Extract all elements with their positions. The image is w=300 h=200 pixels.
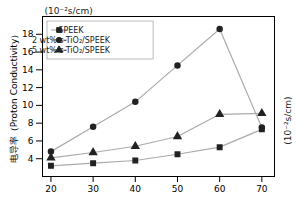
- svg-text:4: 4: [28, 154, 34, 164]
- svg-text:30: 30: [87, 184, 99, 194]
- svg-text:电导率（Proton Conductivity）: 电导率（Proton Conductivity）: [9, 30, 19, 163]
- svg-text:40: 40: [130, 184, 142, 194]
- svg-text:50: 50: [172, 184, 184, 194]
- svg-text:6: 6: [28, 136, 34, 146]
- svg-text:70: 70: [256, 184, 268, 194]
- svg-text:12: 12: [22, 82, 33, 92]
- svg-text:18: 18: [22, 29, 34, 40]
- svg-text:(10⁻²s/cm): (10⁻²s/cm): [45, 6, 93, 16]
- svg-text:10: 10: [22, 100, 34, 110]
- svg-text:16: 16: [22, 46, 34, 57]
- svg-text:5 wt% s-TiO₂/SPEEK: 5 wt% s-TiO₂/SPEEK: [32, 46, 111, 55]
- svg-text:14: 14: [22, 65, 34, 75]
- svg-text:(10⁻²s/cm): (10⁻²s/cm): [283, 97, 293, 145]
- svg-text:60: 60: [214, 184, 226, 194]
- svg-text:SPEEK: SPEEK: [58, 26, 84, 35]
- svg-text:8: 8: [28, 118, 34, 128]
- svg-text:2 wt% s-TiO₂/SPEEK: 2 wt% s-TiO₂/SPEEK: [32, 36, 111, 45]
- svg-text:20: 20: [45, 184, 57, 194]
